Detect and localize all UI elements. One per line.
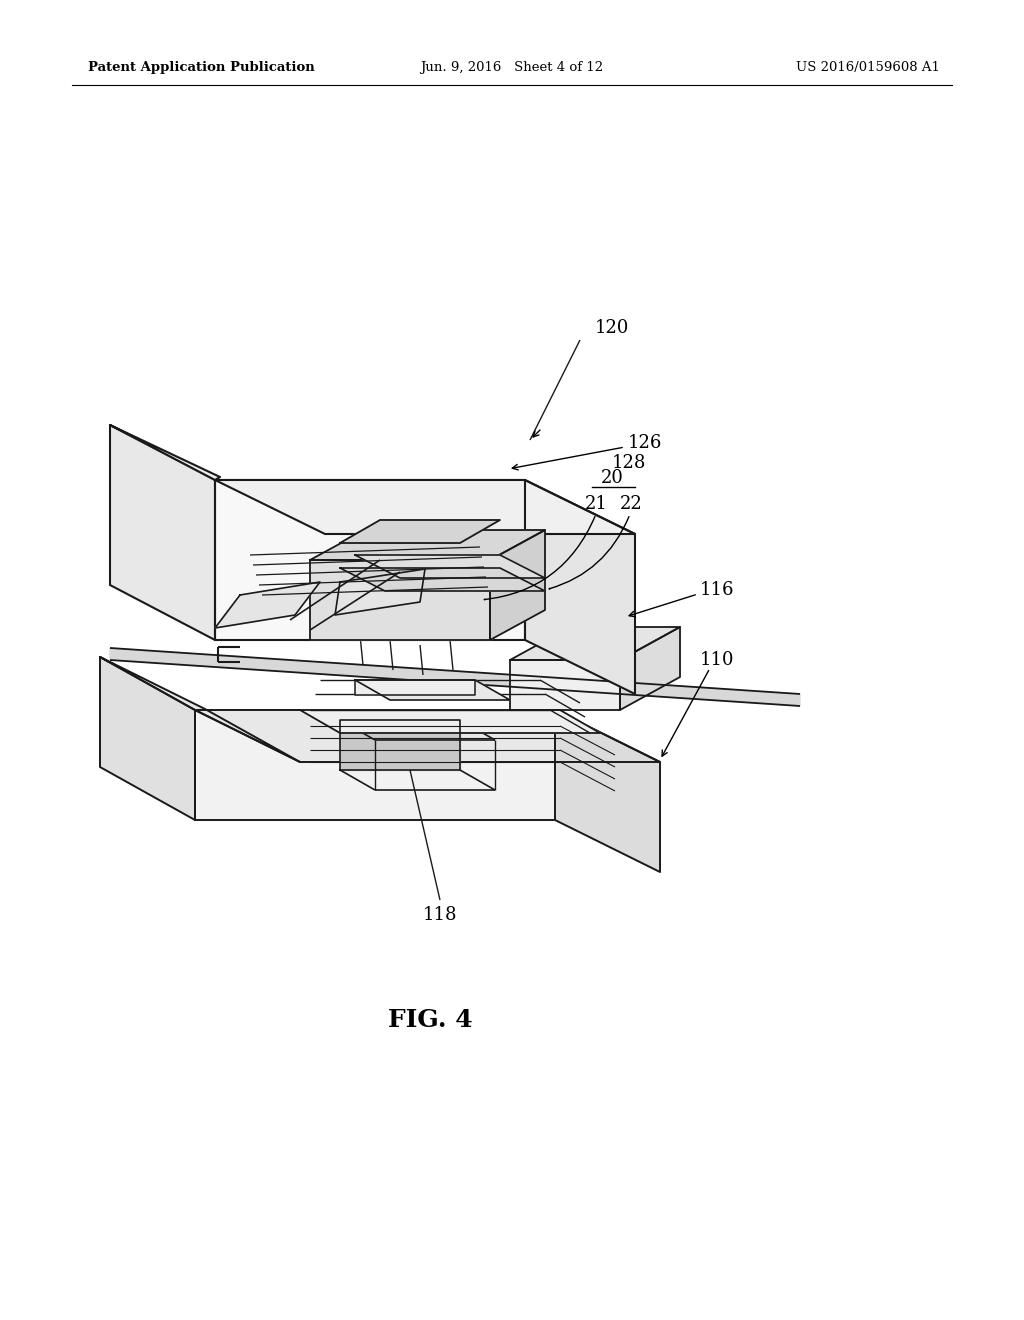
Text: 126: 126 [628,434,663,451]
Text: 120: 120 [595,319,630,337]
Text: 128: 128 [612,454,646,473]
Polygon shape [510,660,620,710]
Text: Patent Application Publication: Patent Application Publication [88,62,314,74]
Text: Jun. 9, 2016   Sheet 4 of 12: Jun. 9, 2016 Sheet 4 of 12 [421,62,603,74]
Polygon shape [340,568,545,591]
Polygon shape [300,710,600,733]
Polygon shape [620,627,680,710]
Polygon shape [340,719,460,770]
Polygon shape [310,560,490,640]
Text: 116: 116 [700,581,734,599]
Text: FIG. 4: FIG. 4 [388,1008,472,1032]
FancyArrowPatch shape [549,516,629,589]
Polygon shape [555,710,660,873]
Text: 110: 110 [700,651,734,669]
Polygon shape [355,680,475,696]
Polygon shape [355,554,545,578]
Text: 118: 118 [423,906,458,924]
Polygon shape [355,680,510,700]
Polygon shape [525,480,635,694]
Polygon shape [510,627,680,660]
Polygon shape [110,648,800,706]
Text: 21: 21 [585,495,608,513]
Polygon shape [100,657,195,820]
Text: 22: 22 [620,495,643,513]
FancyArrowPatch shape [484,516,595,599]
Polygon shape [310,531,545,560]
Polygon shape [335,569,425,615]
Polygon shape [215,582,319,628]
Polygon shape [490,531,545,640]
Polygon shape [110,425,220,480]
Polygon shape [340,520,500,543]
Polygon shape [100,657,300,762]
Text: US 2016/0159608 A1: US 2016/0159608 A1 [796,62,940,74]
Text: 20: 20 [600,469,624,487]
Polygon shape [195,710,660,762]
Polygon shape [215,480,525,640]
Polygon shape [195,710,555,820]
Polygon shape [110,425,215,640]
Polygon shape [215,480,635,535]
